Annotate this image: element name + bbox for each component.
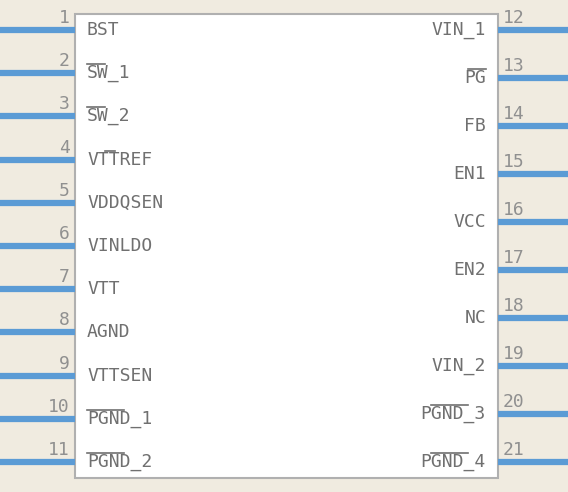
Text: VTTREF: VTTREF (87, 151, 152, 169)
Text: BST: BST (87, 21, 120, 39)
Text: 6: 6 (59, 225, 70, 243)
Text: 7: 7 (59, 268, 70, 286)
Text: PGND_4: PGND_4 (421, 453, 486, 471)
Text: VINLDO: VINLDO (87, 237, 152, 255)
Text: 21: 21 (503, 441, 525, 459)
Text: NC: NC (464, 309, 486, 327)
Text: 17: 17 (503, 249, 525, 267)
Text: SW_1: SW_1 (87, 64, 131, 82)
Text: PG: PG (464, 69, 486, 87)
Text: 3: 3 (59, 95, 70, 113)
Text: EN2: EN2 (453, 261, 486, 279)
Text: VTTSEN: VTTSEN (87, 367, 152, 385)
Text: 12: 12 (503, 9, 525, 27)
Text: AGND: AGND (87, 323, 131, 341)
Text: VIN_1: VIN_1 (432, 21, 486, 39)
Text: 8: 8 (59, 311, 70, 330)
Text: SW_2: SW_2 (87, 107, 131, 125)
Text: 18: 18 (503, 297, 525, 315)
Text: 13: 13 (503, 57, 525, 75)
Text: 4: 4 (59, 139, 70, 156)
Bar (75, 14, 498, 478)
Text: 10: 10 (48, 398, 70, 416)
Text: 20: 20 (503, 393, 525, 411)
Text: EN1: EN1 (453, 165, 486, 183)
Text: 1: 1 (59, 9, 70, 27)
Text: VTT: VTT (87, 280, 120, 298)
Text: VIN_2: VIN_2 (432, 357, 486, 375)
Text: PGND_1: PGND_1 (87, 410, 152, 428)
Text: 15: 15 (503, 153, 525, 171)
Text: 11: 11 (48, 441, 70, 459)
Text: VDDQSEN: VDDQSEN (87, 194, 163, 212)
Text: 5: 5 (59, 182, 70, 200)
Text: FB: FB (464, 117, 486, 135)
Text: 19: 19 (503, 345, 525, 363)
Text: 2: 2 (59, 52, 70, 70)
Text: 14: 14 (503, 105, 525, 123)
Text: PGND_3: PGND_3 (421, 405, 486, 423)
Text: 16: 16 (503, 201, 525, 219)
Text: VCC: VCC (453, 213, 486, 231)
Text: 9: 9 (59, 355, 70, 372)
Text: PGND_2: PGND_2 (87, 453, 152, 471)
